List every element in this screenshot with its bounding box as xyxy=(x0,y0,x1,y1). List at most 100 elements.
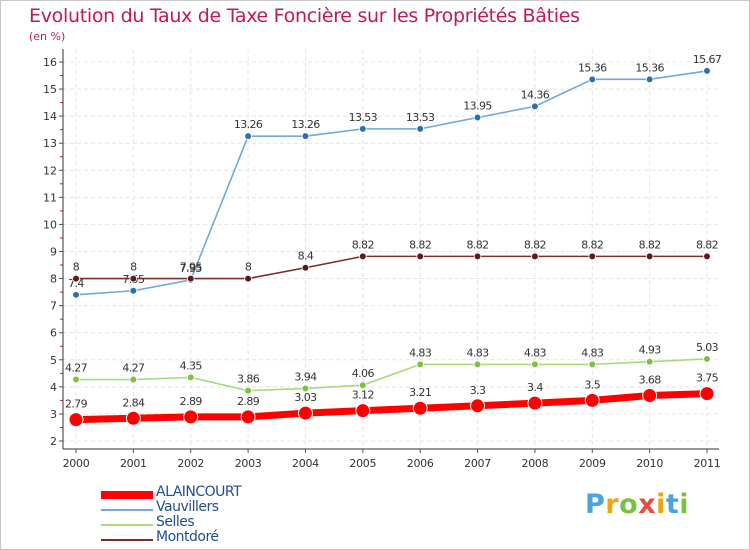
legend-label-alaincourt: ALAINCOURT xyxy=(156,484,242,500)
data-point-selles xyxy=(645,357,654,366)
data-label-vauvillers: 14.36 xyxy=(521,88,550,101)
data-label-alaincourt: 3.75 xyxy=(696,372,719,385)
x-tick-label: 2003 xyxy=(235,457,262,470)
data-point-vauvillers xyxy=(359,125,367,133)
data-label-selles: 4.06 xyxy=(352,367,375,380)
series-line-selles xyxy=(75,358,708,392)
data-label-vauvillers: 13.53 xyxy=(406,111,435,124)
data-label-alaincourt: 3.03 xyxy=(294,391,317,404)
series-line-montdor- xyxy=(75,255,708,280)
data-label-alaincourt: 3.21 xyxy=(409,386,431,399)
y-tick-label: 16 xyxy=(43,56,57,69)
y-axis-unit: (en %) xyxy=(29,30,66,43)
data-point-vauvillers xyxy=(129,286,138,295)
data-label-alaincourt: 3.4 xyxy=(527,381,543,394)
legend-swatch-alaincourt xyxy=(101,491,153,499)
y-tick-label: 10 xyxy=(43,218,57,231)
data-point-montdor- xyxy=(129,274,138,283)
data-label-alaincourt: 2.84 xyxy=(122,396,145,409)
x-tick-label: 2006 xyxy=(407,457,434,470)
plot-area xyxy=(63,49,719,449)
logo-letter: i xyxy=(679,489,690,520)
data-point-selles xyxy=(359,381,367,390)
data-point-selles xyxy=(588,360,597,369)
data-label-selles: 4.35 xyxy=(180,359,203,372)
data-point-alaincourt xyxy=(642,388,658,404)
legend-swatch-vauvillers xyxy=(101,509,153,511)
data-label-montdor-: 8.4 xyxy=(298,250,314,263)
data-point-montdor- xyxy=(416,252,424,261)
data-point-selles xyxy=(72,375,80,384)
data-point-selles xyxy=(703,355,711,363)
data-point-selles xyxy=(301,384,310,393)
data-point-vauvillers xyxy=(72,291,80,299)
data-label-alaincourt: 2.89 xyxy=(237,395,260,408)
data-point-montdor- xyxy=(186,274,195,283)
data-label-vauvillers: 15.67 xyxy=(693,53,722,66)
data-label-montdor-: 8 xyxy=(73,261,80,274)
data-point-vauvillers xyxy=(301,132,310,140)
data-point-alaincourt xyxy=(584,392,600,408)
x-tick-label: 2008 xyxy=(522,457,549,470)
data-point-montdor- xyxy=(588,252,597,261)
x-tick-label: 2007 xyxy=(464,457,491,470)
data-point-vauvillers xyxy=(645,75,654,84)
data-point-vauvillers xyxy=(473,113,482,122)
data-label-montdor-: 8.82 xyxy=(524,238,546,251)
data-point-montdor- xyxy=(645,252,654,261)
data-label-selles: 4.83 xyxy=(524,346,547,359)
x-tick-label: 2000 xyxy=(63,457,90,470)
y-tick-label: 13 xyxy=(43,137,57,150)
data-point-alaincourt xyxy=(125,410,141,426)
data-point-selles xyxy=(186,373,195,382)
data-point-selles xyxy=(473,360,482,369)
data-point-montdor- xyxy=(703,252,711,261)
data-point-alaincourt xyxy=(412,400,428,416)
data-label-selles: 4.93 xyxy=(639,344,662,357)
y-tick-label: 5 xyxy=(50,354,57,367)
series-line-alaincourt xyxy=(72,390,711,424)
data-label-selles: 3.94 xyxy=(294,370,317,383)
data-point-vauvillers xyxy=(703,67,711,75)
y-tick-label: 4 xyxy=(50,381,57,394)
data-label-vauvillers: 7.95 xyxy=(180,262,203,275)
data-label-selles: 3.86 xyxy=(237,373,260,386)
data-point-montdor- xyxy=(359,252,367,261)
data-label-montdor-: 8.82 xyxy=(409,238,431,251)
data-point-vauvillers xyxy=(244,132,252,140)
data-label-montdor-: 8.82 xyxy=(352,238,374,251)
data-point-alaincourt xyxy=(527,395,543,411)
data-point-alaincourt xyxy=(68,412,84,428)
logo-letter: o xyxy=(619,489,639,520)
data-label-alaincourt: 3.5 xyxy=(584,378,600,391)
y-tick-label: 12 xyxy=(43,164,57,177)
data-label-montdor-: 8.82 xyxy=(696,238,718,251)
data-label-selles: 4.83 xyxy=(466,346,489,359)
data-point-alaincourt xyxy=(240,409,256,425)
data-point-selles xyxy=(129,375,138,384)
x-tick-label: 2004 xyxy=(292,457,319,470)
data-label-alaincourt: 2.79 xyxy=(65,398,88,411)
data-point-vauvillers xyxy=(416,125,424,133)
y-tick-label: 9 xyxy=(50,246,57,259)
logo-letter: x xyxy=(638,489,657,520)
data-label-montdor-: 8.82 xyxy=(639,238,661,251)
x-tick-label: 2005 xyxy=(349,457,376,470)
y-tick-label: 8 xyxy=(50,273,57,286)
legend-label-montdore: Montdoré xyxy=(156,529,219,545)
chart-title: Evolution du Taux de Taxe Foncière sur l… xyxy=(29,5,580,27)
data-label-montdor-: 8 xyxy=(245,261,252,274)
data-label-selles: 4.83 xyxy=(409,346,432,359)
data-point-vauvillers xyxy=(531,102,539,111)
y-tick-label: 6 xyxy=(50,327,57,340)
x-tick-label: 2002 xyxy=(177,457,204,470)
proxiti-logo: Proxiti xyxy=(585,489,689,520)
logo-letter: P xyxy=(585,489,606,520)
data-label-selles: 5.03 xyxy=(696,341,719,354)
data-label-montdor-: 8.82 xyxy=(581,238,603,251)
data-label-alaincourt: 2.89 xyxy=(180,395,203,408)
data-label-vauvillers: 13.95 xyxy=(463,99,492,112)
legend-label-selles: Selles xyxy=(156,514,195,530)
data-point-alaincourt xyxy=(297,405,313,421)
